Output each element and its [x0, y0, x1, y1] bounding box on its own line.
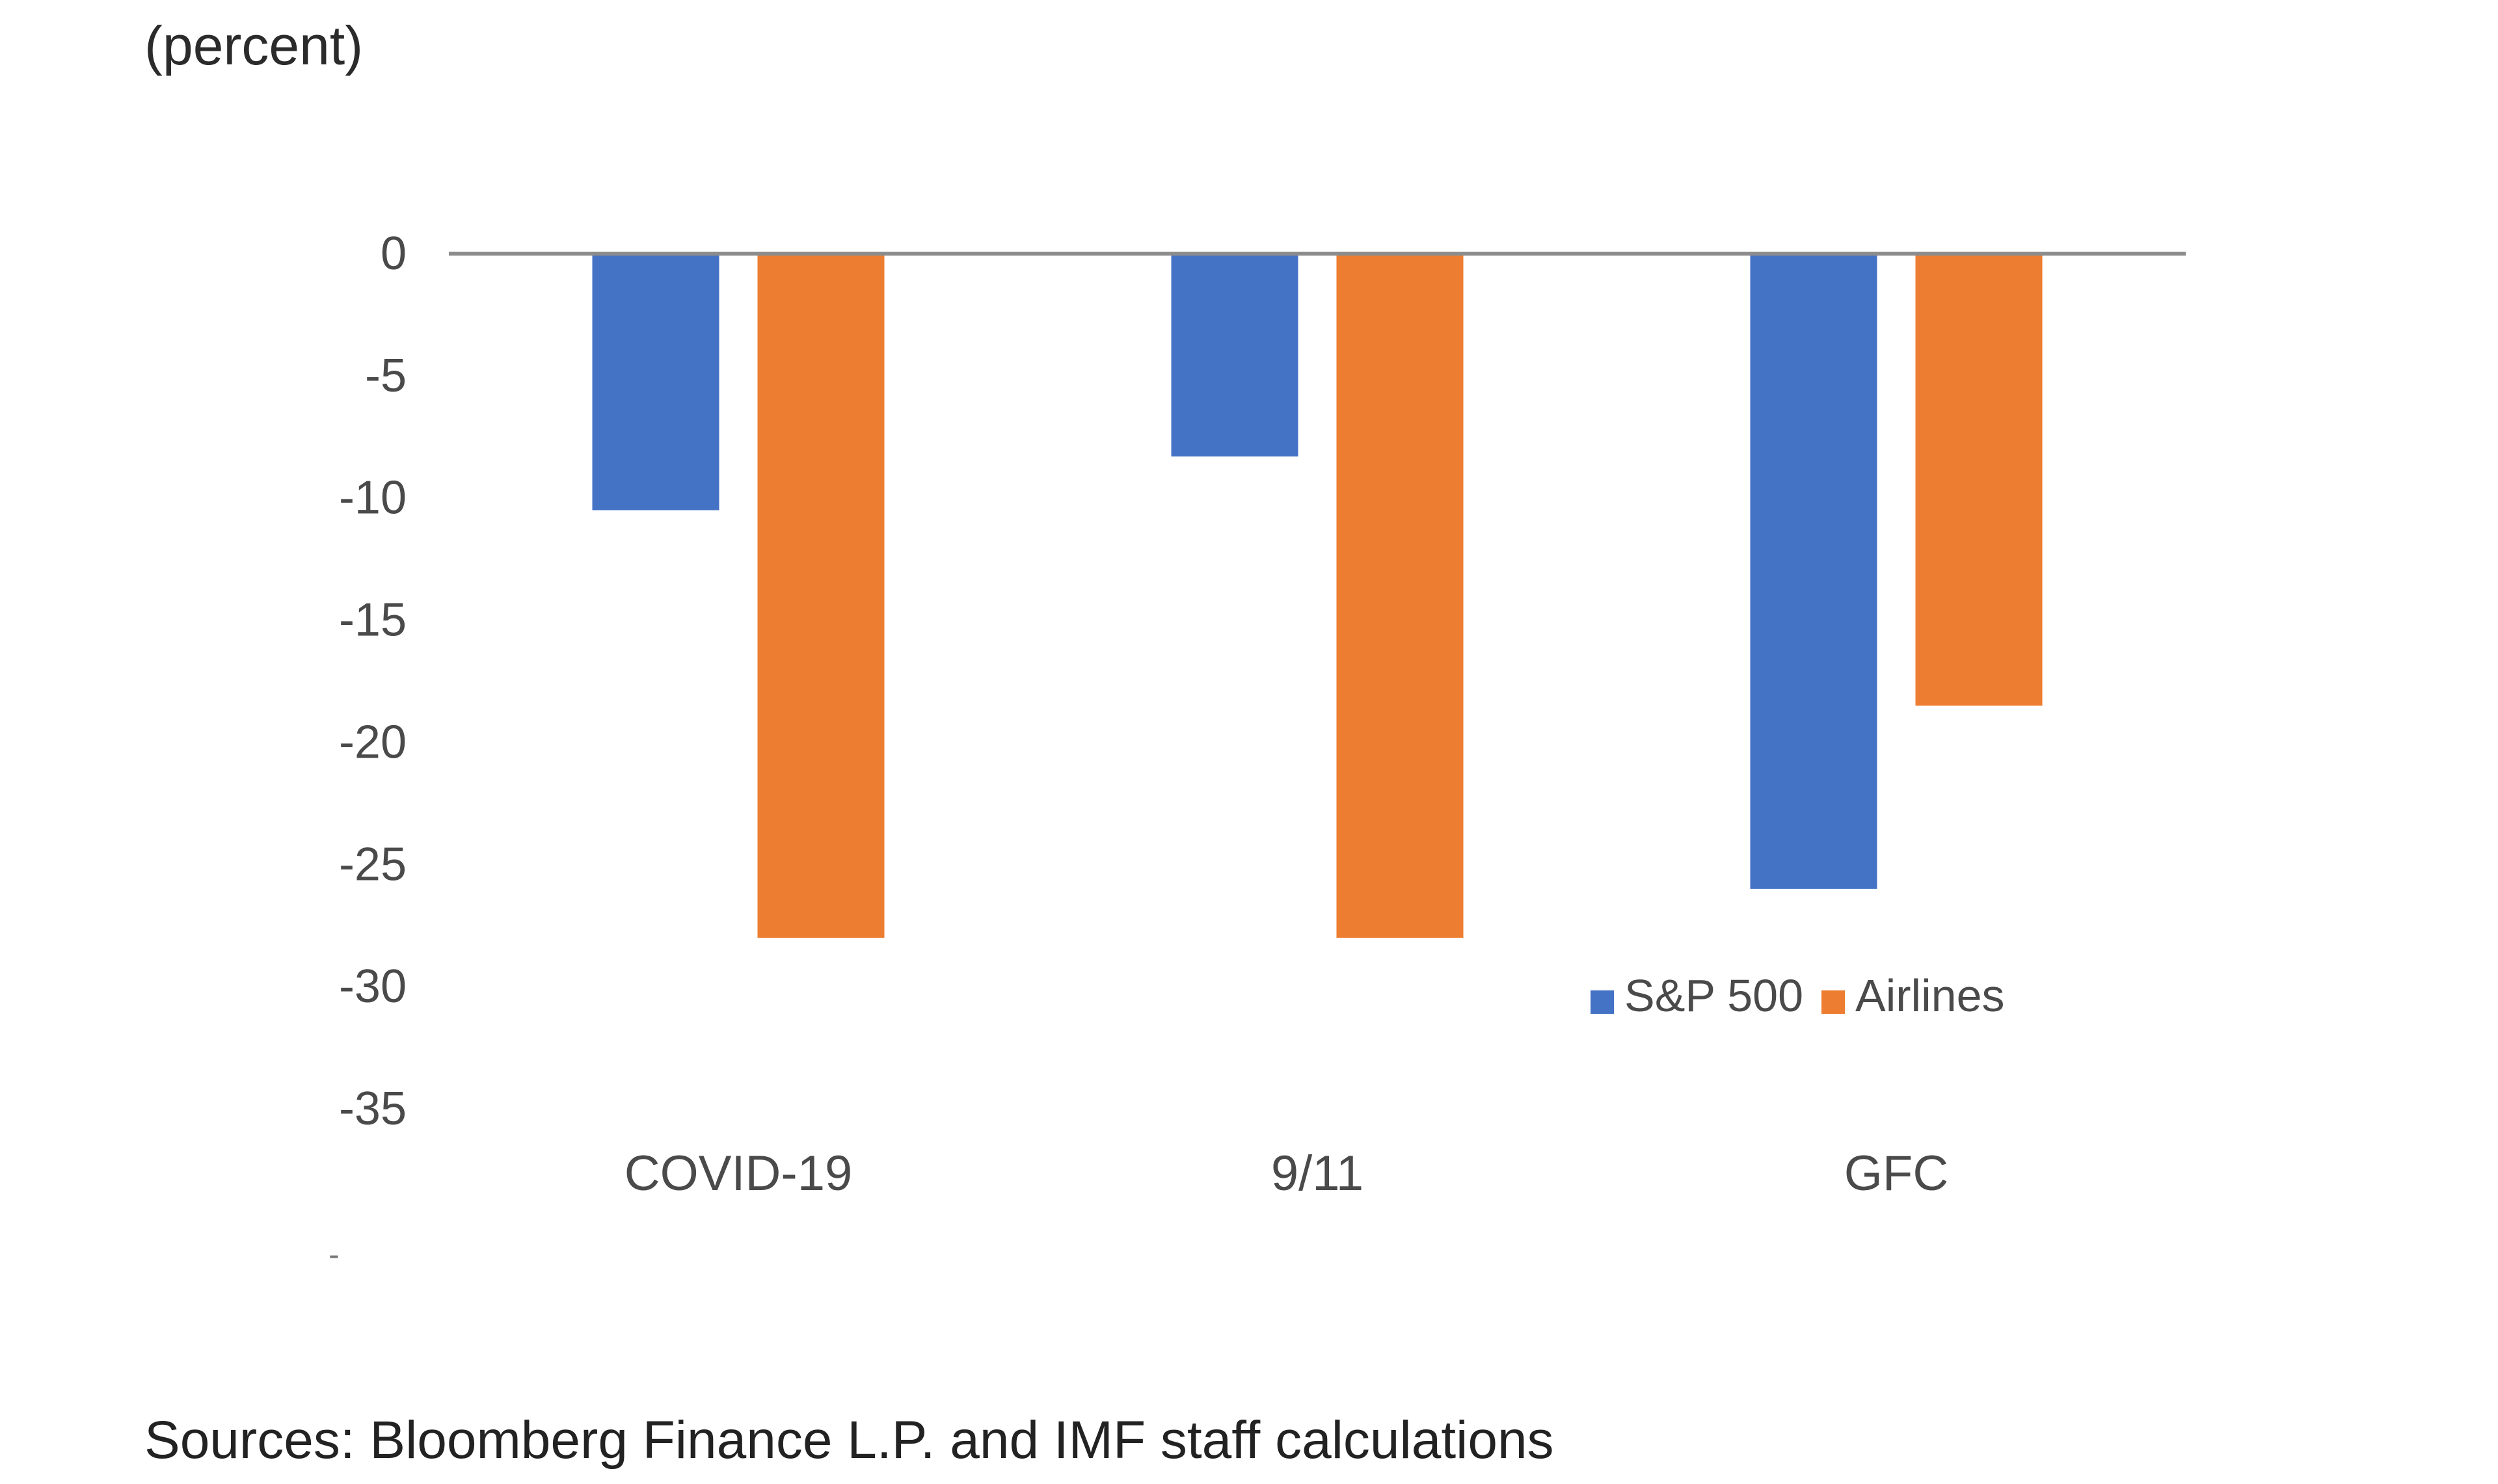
category-labels: COVID-19 9/11 GFC: [624, 1146, 1948, 1201]
bar-airlines-1: [1336, 254, 1464, 938]
bar-sp500-1: [1171, 254, 1298, 457]
y-tick-label: -30: [339, 961, 407, 1013]
bar-airlines-2: [1915, 254, 2043, 706]
legend-swatch: [1591, 990, 1614, 1014]
source-note: Sources: Bloomberg Finance L.P. and IMF …: [144, 1411, 1554, 1470]
legend-label: S&P 500: [1624, 970, 1803, 1021]
legend-label: Airlines: [1855, 970, 2005, 1021]
y-tick-label: -25: [339, 838, 407, 890]
y-tick-label: -35: [339, 1083, 407, 1135]
y-tick-label: 0: [381, 228, 407, 280]
category-label: 9/11: [1271, 1146, 1363, 1201]
y-tick-label: -20: [339, 716, 407, 768]
y-tick-label: -5: [365, 350, 407, 402]
bar-airlines-0: [757, 254, 885, 938]
y-tick-label: -10: [339, 472, 407, 524]
legend: S&P 500 Airlines: [1591, 970, 2005, 1021]
bar-sp500-2: [1750, 254, 1877, 889]
legend-swatch: [1821, 990, 1845, 1014]
bar-sp500-0: [592, 254, 719, 510]
unit-label: (percent): [144, 15, 364, 76]
category-label: COVID-19: [624, 1146, 853, 1201]
y-tick-label: -15: [339, 594, 407, 646]
bars: [592, 254, 2043, 938]
category-label: GFC: [1844, 1146, 1948, 1201]
y-axis-ticks: 0 -5 -10 -15 -20 -25 -30 -35: [339, 228, 407, 1135]
stray-mark: -: [329, 1236, 340, 1273]
